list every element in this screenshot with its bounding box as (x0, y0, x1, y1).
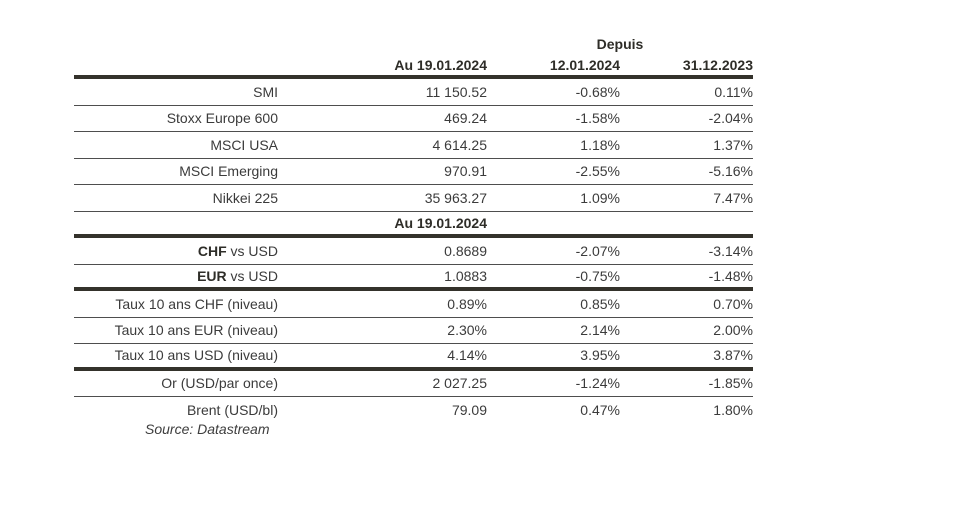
row-change-since-yearend: 3.87% (713, 347, 753, 364)
table-header-depuis-row: Depuis (74, 30, 753, 52)
market-table: Depuis Au 19.01.2024 12.01.2024 31.12.20… (74, 30, 753, 424)
row-label: Taux 10 ans EUR (niveau) (114, 322, 278, 339)
row-label-cell: Taux 10 ans USD (niveau) (74, 347, 278, 363)
table-column-headers: Au 19.01.2024 12.01.2024 31.12.2023 (74, 52, 753, 79)
row-value: 35 963.27 (424, 189, 487, 206)
table-row: SMI 11 150.52 -0.68% 0.11% (74, 79, 753, 106)
table-row: MSCI Emerging 970.91 -2.55% -5.16% (74, 159, 753, 185)
row-value: 79.09 (451, 402, 487, 419)
row-label: Brent (USD/bl) (186, 402, 278, 419)
row-label-cell: SMI (74, 84, 278, 100)
row-change-since-yearend: 1.80% (713, 402, 753, 419)
row-value: 0.8689 (444, 242, 487, 259)
row-label-cell: CHF vs USD (74, 243, 278, 259)
row-change-since-yearend: -5.16% (708, 163, 753, 180)
row-change-since-week: 1.18% (580, 136, 620, 153)
row-label: SMI (253, 83, 278, 100)
row-label-cell: MSCI Emerging (74, 163, 278, 179)
row-label: MSCI USA (210, 136, 278, 153)
row-label: Taux 10 ans USD (niveau) (114, 347, 278, 364)
row-label-cell: Or (USD/par once) (74, 375, 278, 391)
row-change-since-yearend: -3.14% (708, 242, 753, 259)
row-change-since-yearend: 2.00% (713, 322, 753, 339)
table-row: MSCI USA 4 614.25 1.18% 1.37% (74, 132, 753, 159)
row-change-since-yearend: 1.37% (713, 136, 753, 153)
row-label-bold: EUR (197, 267, 227, 284)
row-label-cell: EUR vs USD (74, 268, 278, 284)
table-body: SMI 11 150.52 -0.68% 0.11% Stoxx Europe … (74, 79, 753, 424)
row-change-since-week: -2.55% (575, 163, 620, 180)
row-value: 469.24 (444, 110, 487, 127)
row-label-cell: Taux 10 ans EUR (niveau) (74, 322, 278, 338)
row-label-cell: Brent (USD/bl) (74, 402, 278, 418)
table-row: Stoxx Europe 600 469.24 -1.58% -2.04% (74, 106, 753, 132)
row-change-since-yearend: -2.04% (708, 110, 753, 127)
row-change-since-week: -0.75% (575, 267, 620, 284)
row-change-since-week: -1.58% (575, 110, 620, 127)
table-row: Taux 10 ans CHF (niveau) 0.89% 0.85% 0.7… (74, 291, 753, 318)
row-value: 2 027.25 (432, 375, 488, 392)
row-label: vs USD (226, 242, 278, 259)
row-change-since-week: -1.24% (575, 375, 620, 392)
table-row: CHF vs USD 0.8689 -2.07% -3.14% (74, 238, 753, 265)
row-label-cell: MSCI USA (74, 137, 278, 153)
row-value: 11 150.52 (425, 83, 487, 100)
row-label: Stoxx Europe 600 (166, 110, 278, 127)
row-label: MSCI Emerging (179, 163, 278, 180)
row-change-since-week: 2.14% (580, 322, 620, 339)
row-value: 4 614.25 (432, 136, 488, 153)
row-change-since-yearend: -1.48% (708, 267, 753, 284)
row-change-since-yearend: 0.70% (713, 295, 753, 312)
source-note: Source: Datastream (145, 421, 270, 437)
row-value: 0.89% (447, 295, 487, 312)
table-row: Brent (USD/bl) 79.09 0.47% 1.80% (74, 397, 753, 424)
row-label-bold: CHF (197, 242, 227, 259)
row-value: Au 19.01.2024 (394, 214, 487, 231)
header-depuis-label: Depuis (596, 36, 644, 52)
row-value: 4.14% (447, 347, 487, 364)
row-change-since-week: -0.68% (575, 83, 620, 100)
row-change-since-yearend: 0.11% (714, 83, 753, 100)
table-row: Nikkei 225 35 963.27 1.09% 7.47% (74, 185, 753, 212)
row-change-since-week: 3.95% (580, 347, 620, 364)
row-label-cell: Taux 10 ans CHF (niveau) (74, 296, 278, 312)
table-row: Taux 10 ans USD (niveau) 4.14% 3.95% 3.8… (74, 344, 753, 371)
column-header-value-date: Au 19.01.2024 (394, 57, 487, 73)
row-change-since-week: 0.47% (580, 402, 620, 419)
row-value: 2.30% (447, 322, 487, 339)
row-label: Taux 10 ans CHF (niveau) (115, 295, 278, 312)
table-row: Taux 10 ans EUR (niveau) 2.30% 2.14% 2.0… (74, 318, 753, 344)
row-value: 970.91 (444, 163, 487, 180)
row-label-cell: Nikkei 225 (74, 190, 278, 206)
column-header-change-ytd: 31.12.2023 (682, 57, 753, 73)
row-change-since-yearend: -1.85% (708, 375, 753, 392)
row-label-cell: Stoxx Europe 600 (74, 110, 278, 126)
row-change-since-week: -2.07% (575, 242, 620, 259)
row-value: 1.0883 (444, 267, 487, 284)
row-change-since-yearend: 7.47% (713, 189, 753, 206)
row-label: vs USD (226, 267, 278, 284)
table-row: Or (USD/par once) 2 027.25 -1.24% -1.85% (74, 371, 753, 397)
row-change-since-week: 0.85% (580, 295, 620, 312)
row-label: Nikkei 225 (212, 189, 278, 206)
row-label: Or (USD/par once) (161, 375, 278, 392)
table-row: Au 19.01.2024 (74, 212, 753, 238)
row-change-since-week: 1.09% (580, 189, 620, 206)
column-header-change-week: 12.01.2024 (549, 57, 620, 73)
table-row: EUR vs USD 1.0883 -0.75% -1.48% (74, 265, 753, 291)
